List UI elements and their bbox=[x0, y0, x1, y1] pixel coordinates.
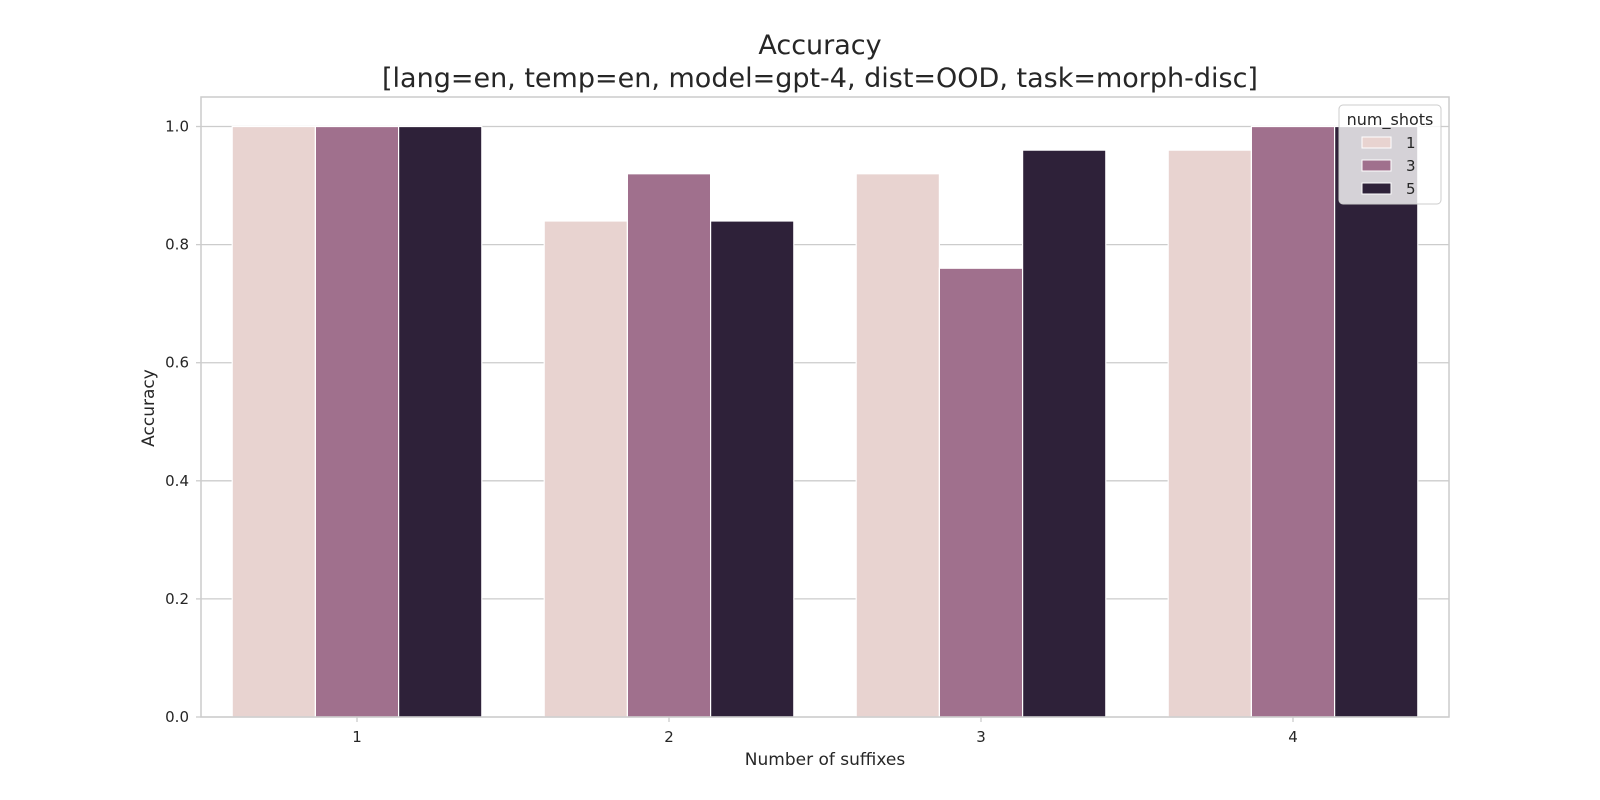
legend-label-3: 3 bbox=[1406, 157, 1416, 175]
y-tick-label: 0.2 bbox=[165, 590, 189, 608]
legend-title: num_shots bbox=[1347, 110, 1434, 130]
x-tick-label: 3 bbox=[976, 728, 986, 746]
y-axis-label: Accuracy bbox=[139, 369, 159, 447]
x-tick-labels: 1 2 3 4 bbox=[352, 717, 1298, 746]
bar-5-shots-cat-3 bbox=[1021, 149, 1107, 718]
legend-swatch-5 bbox=[1361, 182, 1392, 195]
y-tick-label: 0.8 bbox=[165, 236, 189, 254]
chart-subtitle: [lang=en, temp=en, model=gpt-4, dist=OOD… bbox=[382, 63, 1258, 94]
bar-5-shots-cat-2 bbox=[709, 220, 795, 718]
x-tick-label: 4 bbox=[1288, 728, 1298, 746]
bar-5-shots-cat-1 bbox=[398, 125, 483, 718]
bar-3-shots-cat-4 bbox=[1250, 125, 1336, 718]
bar-3-shots-cat-1 bbox=[314, 125, 400, 718]
y-tick-labels: 0.0 0.2 0.4 0.6 0.8 1.0 bbox=[165, 118, 201, 726]
plot-frame bbox=[200, 96, 1450, 718]
legend-swatch-1 bbox=[1361, 136, 1392, 149]
legend-label-5: 5 bbox=[1406, 180, 1416, 198]
x-tick-label: 2 bbox=[664, 728, 674, 746]
legend-box bbox=[1338, 104, 1442, 205]
legend-swatch-3 bbox=[1361, 159, 1392, 172]
y-tick-label: 1.0 bbox=[165, 118, 189, 136]
x-tick-label: 1 bbox=[352, 728, 362, 746]
bar-5-shots-cat-4 bbox=[1333, 125, 1419, 718]
bar-3-shots-cat-3 bbox=[938, 267, 1024, 718]
y-tick-label: 0.4 bbox=[165, 472, 189, 490]
bar-1-shots-cat-2 bbox=[543, 220, 629, 718]
legend-label-1: 1 bbox=[1406, 134, 1416, 152]
legend: num_shots 1 3 5 bbox=[1338, 104, 1442, 205]
chart-title: Accuracy bbox=[758, 30, 881, 61]
bar-3-shots-cat-2 bbox=[626, 173, 712, 718]
bars bbox=[231, 125, 1419, 718]
bar-1-shots-cat-4 bbox=[1167, 149, 1252, 718]
y-tick-label: 0.6 bbox=[165, 354, 189, 372]
y-tick-label: 0.0 bbox=[165, 708, 189, 726]
bar-1-shots-cat-3 bbox=[855, 173, 941, 718]
x-axis-label: Number of suffixes bbox=[745, 750, 906, 770]
bar-1-shots-cat-1 bbox=[231, 125, 316, 718]
